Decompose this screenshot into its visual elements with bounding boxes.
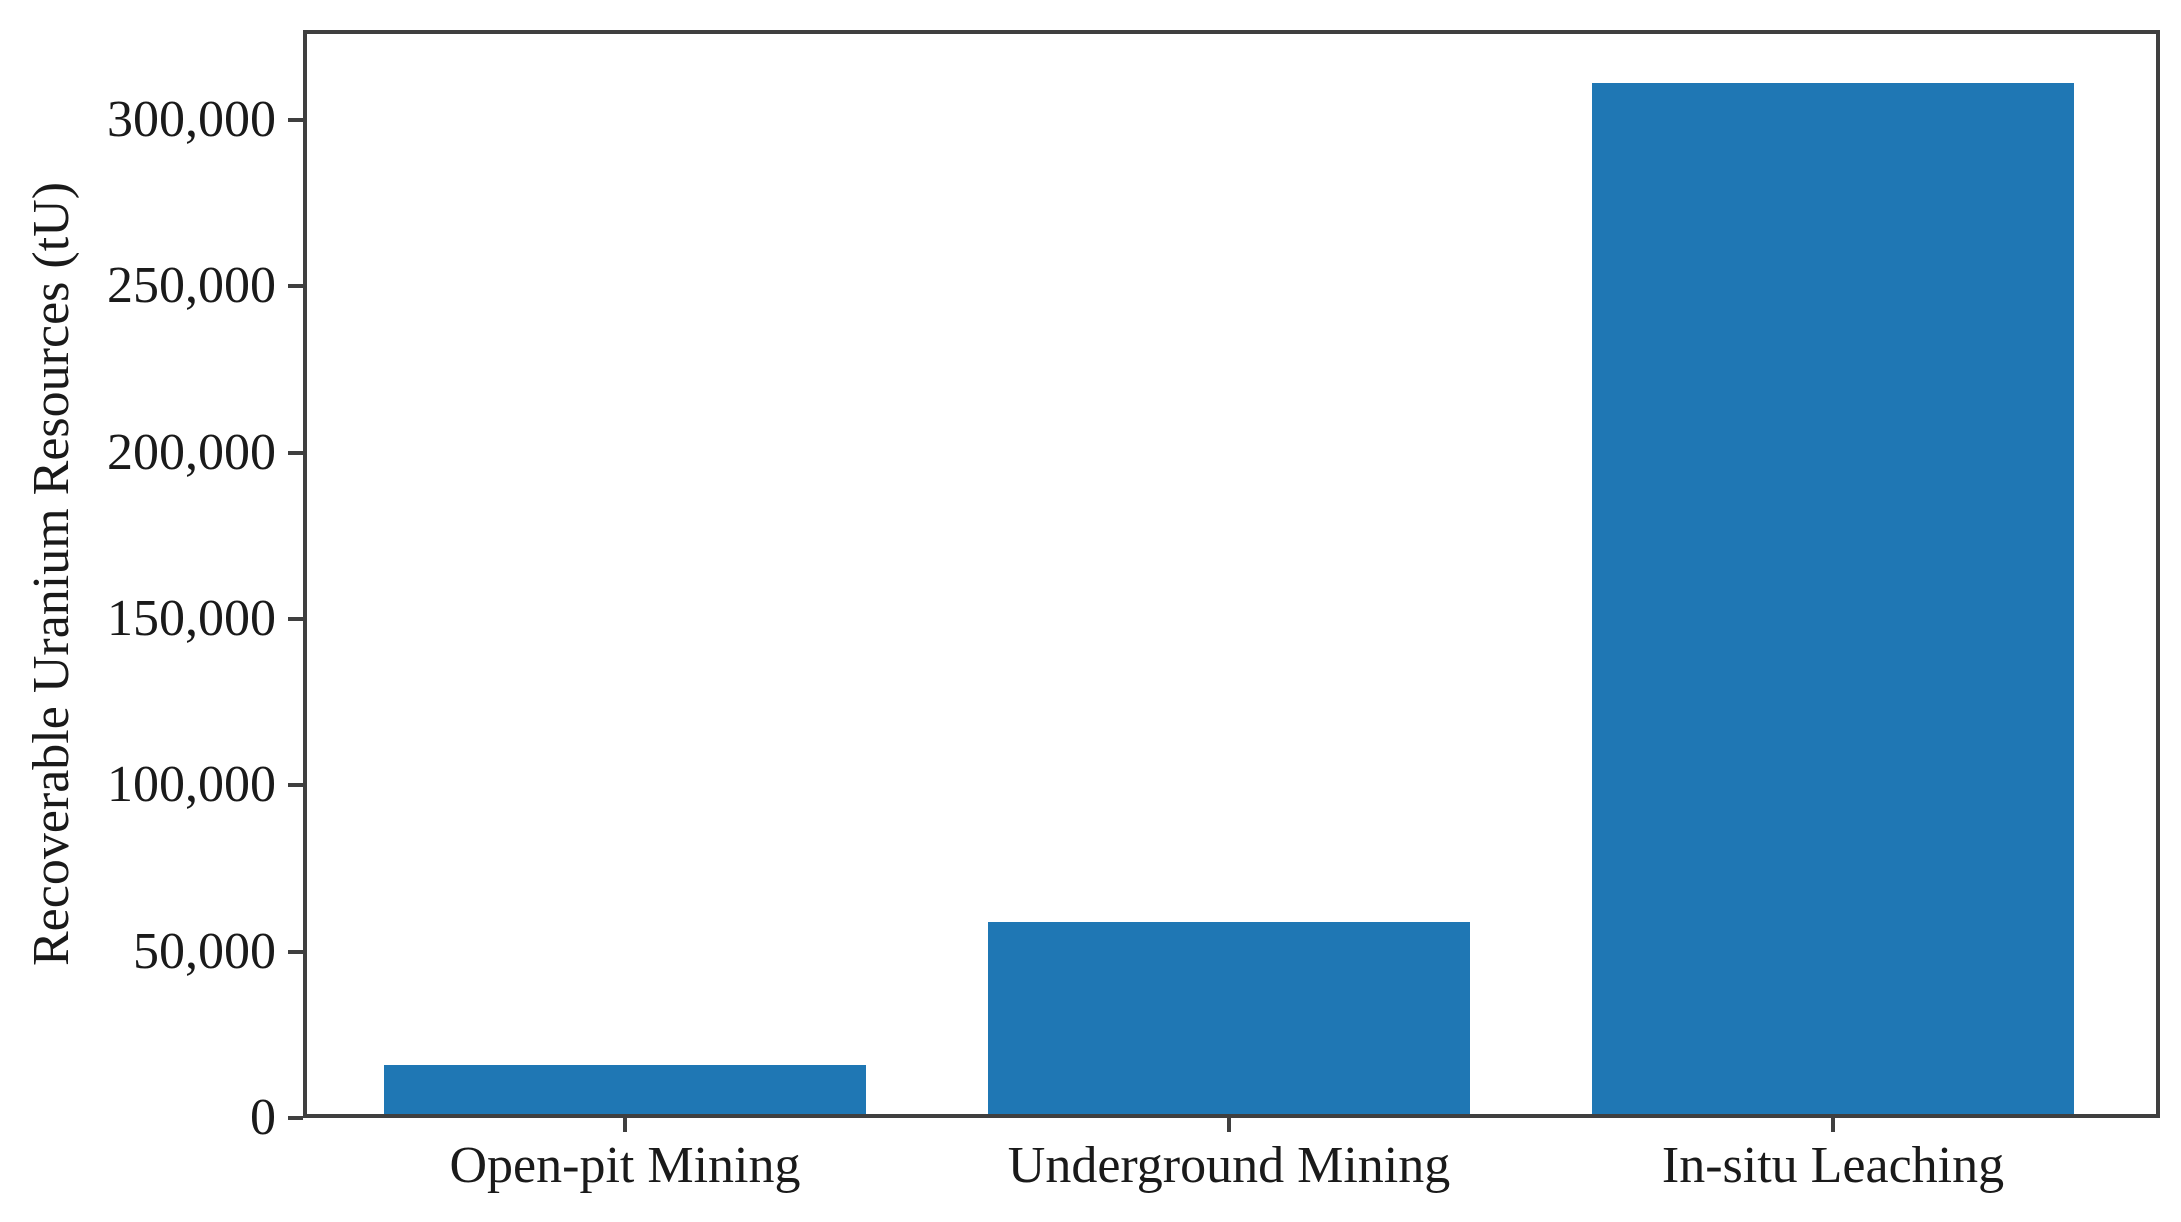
x-tick-mark xyxy=(623,1118,627,1132)
y-tick-label: 50,000 xyxy=(133,922,276,980)
bar-2 xyxy=(1592,83,2074,1118)
y-tick-label: 100,000 xyxy=(107,756,276,814)
y-tick-label: 200,000 xyxy=(107,423,276,481)
y-tick-mark xyxy=(288,1116,303,1120)
y-tick-label: 0 xyxy=(250,1089,276,1146)
x-tick-mark xyxy=(1831,1118,1835,1132)
y-tick-label: 250,000 xyxy=(107,257,276,315)
y-tick-label: 150,000 xyxy=(107,589,276,647)
bar-1 xyxy=(988,922,1470,1118)
x-tick-label-1: Underground Mining xyxy=(1007,1137,1451,1194)
y-tick-mark xyxy=(288,450,303,455)
y-tick-mark xyxy=(288,284,303,289)
x-tick-label-2: In-situ Leaching xyxy=(1661,1137,2005,1194)
y-tick-label: 300,000 xyxy=(107,90,276,148)
y-tick-mark xyxy=(288,783,303,788)
x-tick-mark xyxy=(1227,1118,1231,1132)
y-tick-mark xyxy=(288,616,303,621)
y-tick-mark xyxy=(288,117,303,122)
y-tick-mark xyxy=(288,949,303,954)
plot-area xyxy=(303,30,2160,1118)
x-tick-label-0: Open-pit Mining xyxy=(449,1137,801,1194)
bar-0 xyxy=(384,1065,866,1118)
